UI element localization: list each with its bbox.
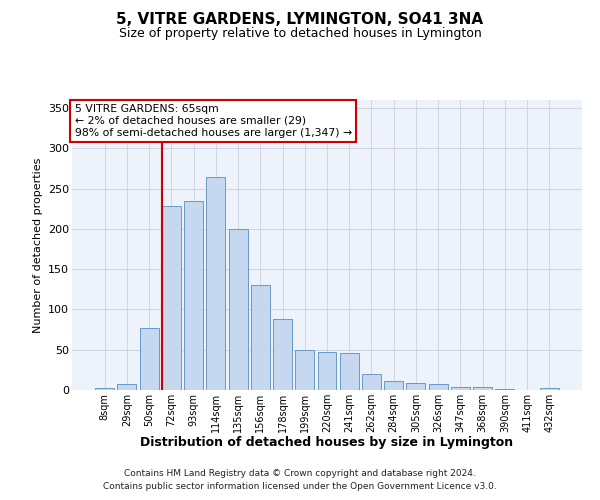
Bar <box>184 200 203 390</box>
Text: Contains HM Land Registry data © Crown copyright and database right 2024.: Contains HM Land Registry data © Crown c… <box>124 468 476 477</box>
Bar <box>317 352 337 390</box>
Bar <box>429 384 448 390</box>
Bar <box>362 374 381 390</box>
Bar <box>295 350 314 390</box>
Bar <box>496 389 514 390</box>
Bar <box>118 384 136 390</box>
Text: Contains public sector information licensed under the Open Government Licence v3: Contains public sector information licen… <box>103 482 497 491</box>
Bar <box>162 206 181 390</box>
Bar <box>451 387 470 390</box>
Bar <box>540 388 559 390</box>
Bar <box>229 229 248 390</box>
Text: Size of property relative to detached houses in Lymington: Size of property relative to detached ho… <box>119 28 481 40</box>
Bar <box>473 387 492 390</box>
Bar <box>251 286 270 390</box>
Bar <box>406 383 425 390</box>
Y-axis label: Number of detached properties: Number of detached properties <box>32 158 43 332</box>
Bar <box>384 381 403 390</box>
Bar <box>140 328 158 390</box>
Bar <box>206 176 225 390</box>
Bar <box>340 353 359 390</box>
Text: 5 VITRE GARDENS: 65sqm
← 2% of detached houses are smaller (29)
98% of semi-deta: 5 VITRE GARDENS: 65sqm ← 2% of detached … <box>74 104 352 138</box>
Text: Distribution of detached houses by size in Lymington: Distribution of detached houses by size … <box>140 436 514 449</box>
Text: 5, VITRE GARDENS, LYMINGTON, SO41 3NA: 5, VITRE GARDENS, LYMINGTON, SO41 3NA <box>116 12 484 28</box>
Bar <box>95 388 114 390</box>
Bar <box>273 319 292 390</box>
